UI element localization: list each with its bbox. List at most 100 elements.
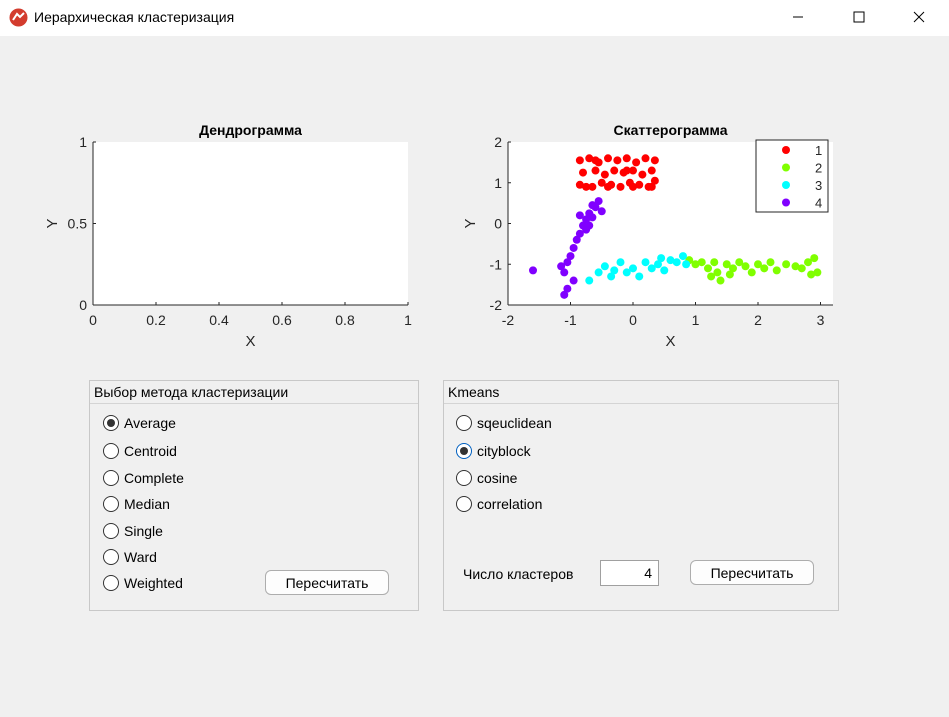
- scatter-point-cluster-1: [650, 156, 659, 165]
- maximize-button[interactable]: [836, 0, 882, 34]
- clusters-input[interactable]: 4: [600, 560, 659, 586]
- y-tick-label: -1: [490, 256, 503, 272]
- close-button[interactable]: [896, 0, 942, 34]
- method-radio-ward[interactable]: Ward: [103, 549, 157, 565]
- x-tick-label: 0.4: [209, 312, 229, 328]
- radio-label: Centroid: [124, 443, 177, 459]
- radio-circle[interactable]: [103, 575, 119, 591]
- legend-marker-2: [782, 163, 790, 172]
- scatter-point-cluster-1: [635, 180, 644, 189]
- scatter-point-cluster-4: [560, 290, 569, 299]
- scatter-point-cluster-2: [741, 262, 750, 271]
- scatter-point-cluster-2: [797, 264, 806, 273]
- y-tick-label: 0: [79, 297, 87, 313]
- scatter-point-cluster-1: [632, 158, 641, 167]
- radio-label: Average: [124, 415, 176, 431]
- scatter-point-cluster-2: [810, 254, 819, 263]
- hier-recalculate-button[interactable]: Пересчитать: [265, 570, 389, 595]
- scatter-point-cluster-2: [704, 264, 712, 273]
- scatter-point-cluster-1: [641, 154, 650, 163]
- radio-circle[interactable]: [103, 549, 119, 565]
- method-radio-median[interactable]: Median: [103, 496, 170, 512]
- radio-circle[interactable]: [103, 496, 119, 512]
- scatter-point-cluster-3: [647, 264, 656, 273]
- scatter-point-cluster-2: [754, 260, 762, 269]
- scatter-legend: [755, 139, 829, 213]
- scatter-point-cluster-4: [563, 258, 572, 267]
- radio-circle[interactable]: [456, 470, 472, 486]
- legend-marker-3: [782, 181, 790, 189]
- scatter-point-cluster-4: [529, 266, 537, 275]
- kmeans-radio-cosine[interactable]: cosine: [456, 470, 517, 486]
- scatter-point-cluster-1: [594, 158, 603, 167]
- scatter-point-cluster-2: [766, 258, 775, 267]
- legend-marker-4: [782, 198, 790, 207]
- scatter-point-cluster-2: [747, 268, 756, 277]
- scatter-point-cluster-1: [644, 182, 653, 191]
- scatter-point-cluster-4: [588, 213, 597, 222]
- legend-label-1: 1: [815, 143, 822, 158]
- x-tick-label: -1: [564, 312, 577, 328]
- scatter-point-cluster-4: [591, 203, 600, 212]
- kmeans-radio-sqeuclidean[interactable]: sqeuclidean: [456, 415, 552, 431]
- scatter-point-cluster-2: [722, 260, 731, 269]
- scatter-point-cluster-2: [760, 264, 769, 273]
- scatter-point-cluster-1: [613, 156, 622, 165]
- scatter-point-cluster-3: [610, 266, 619, 275]
- scatter-point-cluster-2: [804, 258, 812, 267]
- scatter-point-cluster-2: [707, 272, 716, 281]
- radio-circle[interactable]: [103, 523, 119, 539]
- radio-label: Complete: [124, 470, 184, 486]
- scatter-point-cluster-4: [572, 235, 581, 244]
- radio-label: Single: [124, 523, 163, 539]
- minimize-button[interactable]: [775, 0, 821, 34]
- radio-label: cosine: [477, 470, 518, 486]
- radio-circle[interactable]: [456, 496, 472, 512]
- radio-circle[interactable]: [456, 443, 472, 459]
- scatter-point-cluster-2: [791, 262, 800, 271]
- x-axis-label: X: [245, 333, 255, 350]
- legend-label-3: 3: [815, 178, 822, 193]
- scatter-point-cluster-1: [610, 166, 619, 175]
- kmeans-radio-cityblock[interactable]: cityblock: [456, 443, 531, 459]
- kmeans-recalculate-button[interactable]: Пересчитать: [690, 560, 814, 585]
- scatter-point-cluster-2: [807, 270, 816, 279]
- x-tick-label: 0: [89, 312, 97, 328]
- radio-circle[interactable]: [103, 443, 119, 459]
- scatter-point-cluster-2: [729, 264, 737, 273]
- scatter-point-cluster-3: [622, 268, 631, 277]
- scatter-point-cluster-1: [619, 168, 628, 177]
- radio-circle[interactable]: [456, 415, 472, 431]
- minimize-icon: [793, 16, 803, 18]
- scatter-point-cluster-1: [600, 170, 609, 179]
- scatter-point-cluster-1: [650, 176, 659, 185]
- method-radio-complete[interactable]: Complete: [103, 470, 184, 486]
- legend-marker-1: [782, 146, 790, 154]
- scatter-point-cluster-4: [563, 284, 572, 293]
- scatter-point-cluster-1: [647, 166, 656, 175]
- scatter-point-cluster-4: [579, 221, 587, 230]
- scatter-point-cluster-4: [569, 243, 578, 252]
- scatter-point-cluster-3: [682, 260, 691, 269]
- kmeans-radio-correlation[interactable]: correlation: [456, 496, 542, 512]
- method-radio-weighted[interactable]: Weighted: [103, 575, 183, 591]
- scatter-point-cluster-1: [616, 182, 625, 191]
- legend-label-4: 4: [815, 196, 822, 211]
- radio-label: Median: [124, 496, 170, 512]
- scatter-point-cluster-1: [582, 182, 591, 191]
- scatter-point-cluster-3: [629, 264, 637, 273]
- radio-circle[interactable]: [103, 415, 119, 431]
- method-radio-average[interactable]: Average: [103, 415, 176, 431]
- method-panel-title: Выбор метода кластеризации: [90, 381, 418, 404]
- radio-circle[interactable]: [103, 470, 119, 486]
- scatter-point-cluster-3: [607, 272, 616, 281]
- x-tick-label: 0.6: [272, 312, 292, 328]
- dendrogram-title: Дендрограмма: [199, 122, 302, 138]
- scatter-point-cluster-1: [575, 156, 584, 165]
- method-radio-single[interactable]: Single: [103, 523, 163, 539]
- scatter-point-cluster-1: [622, 166, 631, 175]
- method-radio-centroid[interactable]: Centroid: [103, 443, 177, 459]
- scatter-point-cluster-2: [782, 260, 791, 269]
- scatter-point-cluster-3: [600, 262, 609, 271]
- scatter-point-cluster-4: [575, 229, 584, 238]
